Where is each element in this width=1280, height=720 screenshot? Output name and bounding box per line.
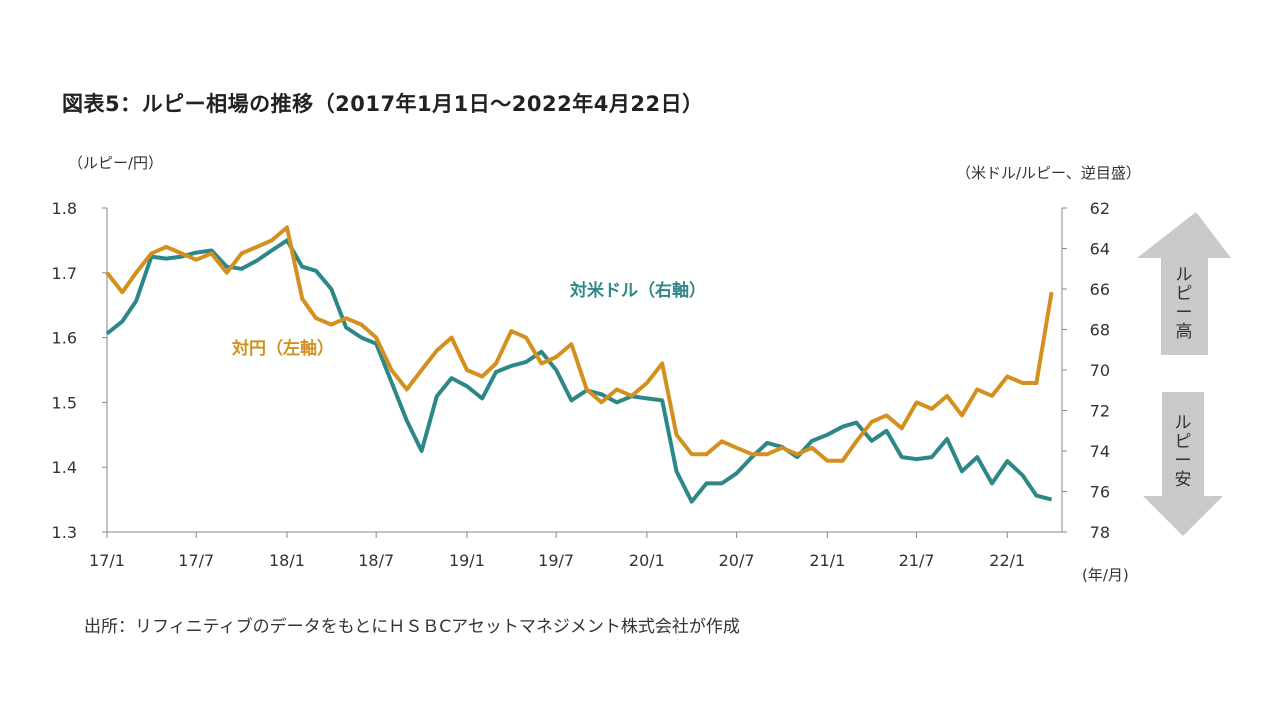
x-tick-label: 17/7	[178, 551, 214, 570]
x-axis-unit: (年/月)	[1082, 566, 1129, 584]
axes: 1.8 1.7 1.6 1.5 1.4 1.3 62 64 66 68 70 72 74 76 78 17/1…	[52, 199, 1129, 584]
source-note: 出所：リフィニティブのデータをもとにＨＳＢCアセットマネジメント株式会社が作成	[84, 617, 740, 637]
arrow-label-char: ル	[1175, 413, 1192, 433]
x-tick-label: 17/1	[89, 551, 125, 570]
right-tick-label: 76	[1090, 483, 1110, 502]
left-tick-label: 1.3	[52, 523, 77, 542]
x-tick-label: 18/1	[269, 551, 305, 570]
arrow-label-char: 高	[1176, 322, 1193, 342]
series-label: 対円（左軸）	[231, 338, 334, 359]
right-tick-label: 64	[1090, 240, 1110, 259]
x-tick-label: 19/1	[449, 551, 485, 570]
x-tick-label: 21/7	[899, 551, 935, 570]
arrow-label-char: ー	[1175, 451, 1192, 471]
x-tick-label: 20/7	[719, 551, 755, 570]
right-tick-label: 62	[1090, 199, 1110, 218]
up-arrow-icon	[1137, 212, 1231, 355]
x-tick-label: 19/7	[538, 551, 574, 570]
arrow-label-char: ー	[1176, 303, 1193, 323]
left-axis-unit: （ルピー/円）	[68, 154, 164, 172]
left-tick-label: 1.4	[52, 458, 77, 477]
x-tick-label: 18/7	[358, 551, 394, 570]
right-tick-label: 66	[1090, 280, 1110, 299]
series-line	[105, 238, 1053, 504]
x-tick-label: 20/1	[629, 551, 665, 570]
x-tick-label: 22/1	[989, 551, 1025, 570]
right-tick-label: 72	[1090, 402, 1110, 421]
right-tick-label: 74	[1090, 442, 1110, 461]
arrow-label-char: ピ	[1176, 284, 1193, 304]
series-label: 対米ドル（右軸）	[569, 280, 706, 301]
right-tick-label: 70	[1090, 361, 1110, 380]
left-tick-label: 1.7	[52, 264, 77, 283]
right-axis-unit: （米ドル/ルピー、逆目盛）	[956, 164, 1141, 182]
arrow-label-char: ル	[1176, 265, 1193, 285]
arrow-label-char: ピ	[1175, 432, 1192, 452]
right-tick-label: 68	[1090, 321, 1110, 340]
chart-title: 図表5：ルピー相場の推移（2017年1月1日～2022年4月22日）	[62, 92, 704, 116]
series-line	[105, 225, 1054, 463]
left-tick-label: 1.5	[52, 393, 77, 412]
right-tick-label: 78	[1090, 523, 1110, 542]
arrow-label-char: 安	[1175, 470, 1192, 490]
left-tick-label: 1.8	[52, 199, 77, 218]
x-tick-label: 21/1	[809, 551, 845, 570]
series-layer	[105, 225, 1054, 504]
left-tick-label: 1.6	[52, 329, 77, 348]
down-arrow-icon	[1143, 392, 1223, 536]
